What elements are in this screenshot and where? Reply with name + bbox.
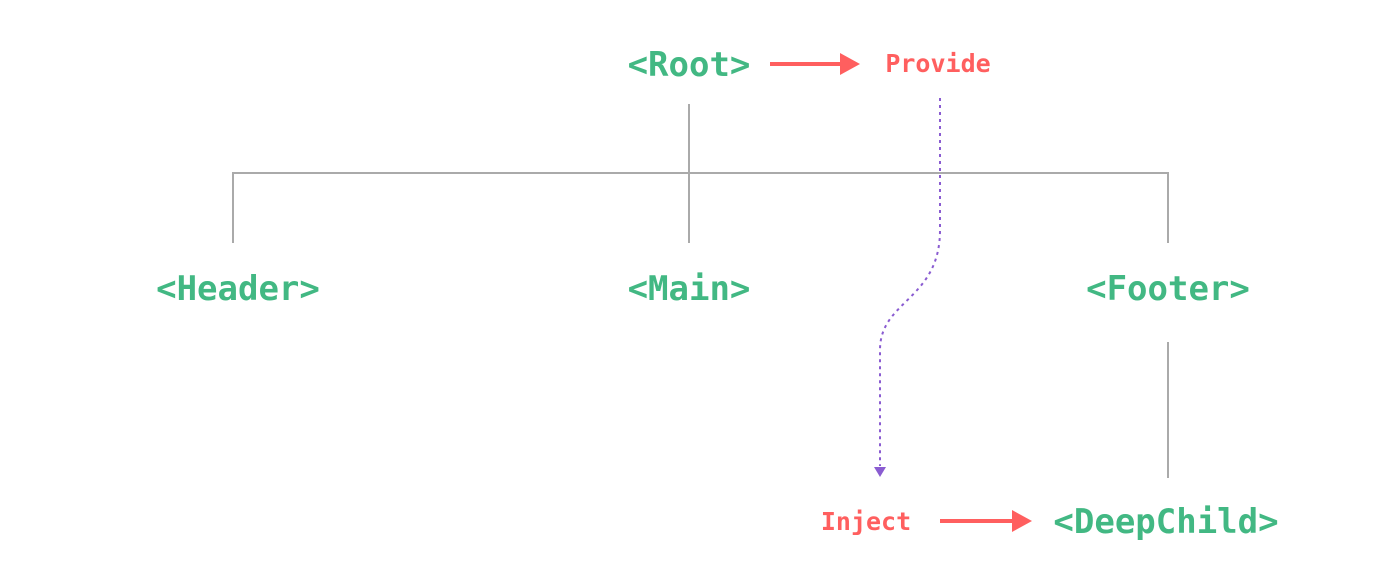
node-footer: <Footer> [1086, 269, 1250, 309]
label-inject: Inject [821, 507, 911, 536]
node-deepchild: <DeepChild> [1053, 502, 1278, 542]
node-header: <Header> [156, 269, 320, 309]
inject-arrowhead-red [1012, 510, 1032, 532]
node-root: <Root> [628, 45, 751, 85]
tree-lines [232, 104, 1169, 478]
label-provide: Provide [885, 49, 990, 78]
inject-path [879, 98, 941, 466]
provide-arrowhead [840, 53, 860, 75]
inject-arrowhead [874, 467, 886, 477]
node-main: <Main> [628, 269, 751, 309]
